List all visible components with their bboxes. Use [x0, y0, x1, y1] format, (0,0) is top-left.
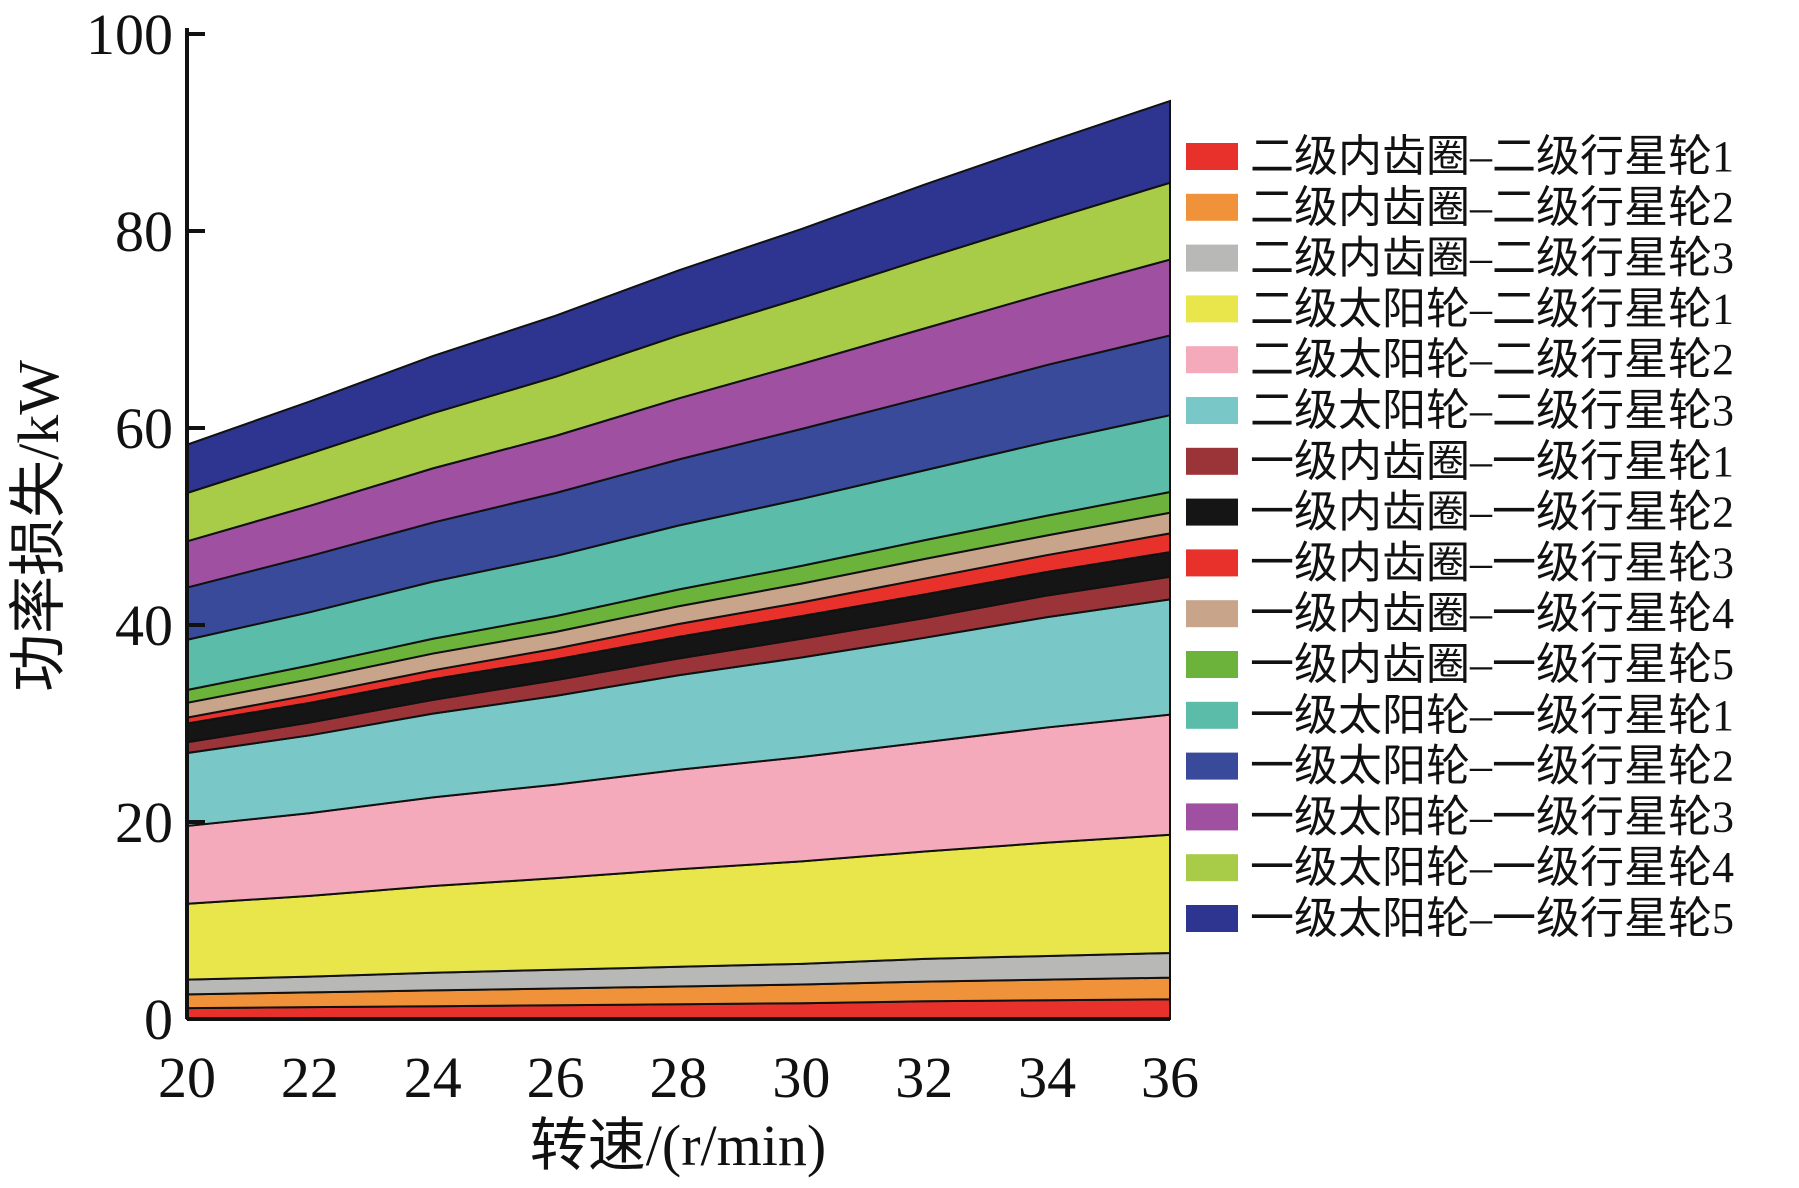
- legend-label: 二级太阳轮–二级行星轮2: [1250, 335, 1734, 384]
- legend-item: 二级内齿圈–二级行星轮2: [1186, 183, 1734, 232]
- legend-swatch: [1186, 447, 1238, 475]
- legend-swatch: [1186, 397, 1238, 424]
- legend-item: 一级太阳轮–一级行星轮5: [1186, 894, 1734, 943]
- legend-label: 一级太阳轮–一级行星轮5: [1250, 894, 1734, 943]
- legend-item: 一级内齿圈–一级行星轮5: [1186, 640, 1734, 689]
- x-tick-label: 28: [650, 1045, 708, 1110]
- legend-label: 一级太阳轮–一级行星轮3: [1250, 792, 1734, 841]
- legend-swatch: [1186, 549, 1238, 577]
- x-tick-label: 22: [281, 1045, 339, 1110]
- legend-item: 一级太阳轮–一级行星轮2: [1186, 742, 1734, 791]
- legend-swatch: [1186, 905, 1238, 932]
- y-tick-label: 40: [115, 593, 173, 658]
- y-tick-label: 100: [86, 2, 173, 67]
- legend-item: 二级太阳轮–二级行星轮1: [1186, 284, 1734, 333]
- legend-item: 二级内齿圈–二级行星轮3: [1186, 234, 1734, 283]
- x-tick-label: 24: [404, 1045, 462, 1110]
- legend-label: 二级内齿圈–二级行星轮2: [1250, 183, 1734, 232]
- legend-item: 一级太阳轮–一级行星轮4: [1186, 843, 1734, 892]
- legend-swatch: [1186, 803, 1238, 831]
- y-tick-label: 20: [115, 790, 173, 855]
- legend-label: 一级内齿圈–一级行星轮5: [1250, 640, 1734, 689]
- x-tick-label: 20: [158, 1045, 216, 1110]
- x-tick-label: 34: [1018, 1045, 1076, 1110]
- legend-swatch: [1186, 244, 1238, 272]
- legend-item: 一级内齿圈–一级行星轮3: [1186, 538, 1734, 587]
- x-tick-label: 30: [772, 1045, 830, 1110]
- legend-swatch: [1186, 854, 1238, 882]
- legend-swatch: [1186, 498, 1238, 526]
- y-tick-label: 80: [115, 199, 173, 264]
- y-axis-label: 功率损失/kW: [6, 360, 71, 692]
- legend-label: 二级内齿圈–二级行星轮1: [1250, 132, 1734, 181]
- legend-label: 二级太阳轮–二级行星轮3: [1250, 386, 1734, 435]
- y-tick-label: 0: [144, 987, 173, 1052]
- legend-item: 二级内齿圈–二级行星轮1: [1186, 132, 1734, 181]
- legend-item: 一级太阳轮–一级行星轮3: [1186, 792, 1734, 841]
- legend-swatch: [1186, 295, 1238, 323]
- legend-item: 一级内齿圈–一级行星轮4: [1186, 589, 1734, 638]
- x-tick-label: 32: [895, 1045, 953, 1110]
- legend-label: 一级太阳轮–一级行星轮4: [1250, 843, 1734, 892]
- legend-label: 一级太阳轮–一级行星轮2: [1250, 742, 1734, 791]
- area-series-16: [186, 99, 1171, 495]
- legend-label: 一级内齿圈–一级行星轮1: [1250, 437, 1734, 486]
- legend-swatch: [1186, 701, 1238, 729]
- legend-label: 一级太阳轮–一级行星轮1: [1250, 691, 1734, 740]
- legend-item: 一级内齿圈–一级行星轮1: [1186, 437, 1734, 486]
- legend-item: 一级太阳轮–一级行星轮1: [1186, 691, 1734, 740]
- legend-label: 二级内齿圈–二级行星轮3: [1250, 234, 1734, 283]
- legend: 二级内齿圈–二级行星轮1二级内齿圈–二级行星轮2二级内齿圈–二级行星轮3二级太阳…: [1186, 132, 1734, 943]
- legend-swatch: [1186, 600, 1238, 628]
- y-tick-label: 60: [115, 396, 173, 461]
- legend-item: 一级内齿圈–一级行星轮2: [1186, 488, 1734, 537]
- legend-item: 二级太阳轮–二级行星轮3: [1186, 386, 1734, 435]
- legend-label: 一级内齿圈–一级行星轮3: [1250, 538, 1734, 587]
- legend-swatch: [1186, 193, 1238, 221]
- legend-swatch: [1186, 752, 1238, 780]
- x-axis-label: 转速/(r/min): [530, 1113, 826, 1178]
- areas: [186, 99, 1171, 1020]
- x-tick-label: 36: [1141, 1045, 1199, 1110]
- legend-label: 二级太阳轮–二级行星轮1: [1250, 284, 1734, 333]
- legend-swatch: [1186, 651, 1238, 678]
- legend-swatch: [1186, 143, 1238, 170]
- legend-label: 一级内齿圈–一级行星轮2: [1250, 488, 1734, 537]
- legend-label: 一级内齿圈–一级行星轮4: [1250, 589, 1734, 638]
- legend-item: 二级太阳轮–二级行星轮2: [1186, 335, 1734, 384]
- x-tick-label: 26: [527, 1045, 585, 1110]
- legend-swatch: [1186, 346, 1238, 374]
